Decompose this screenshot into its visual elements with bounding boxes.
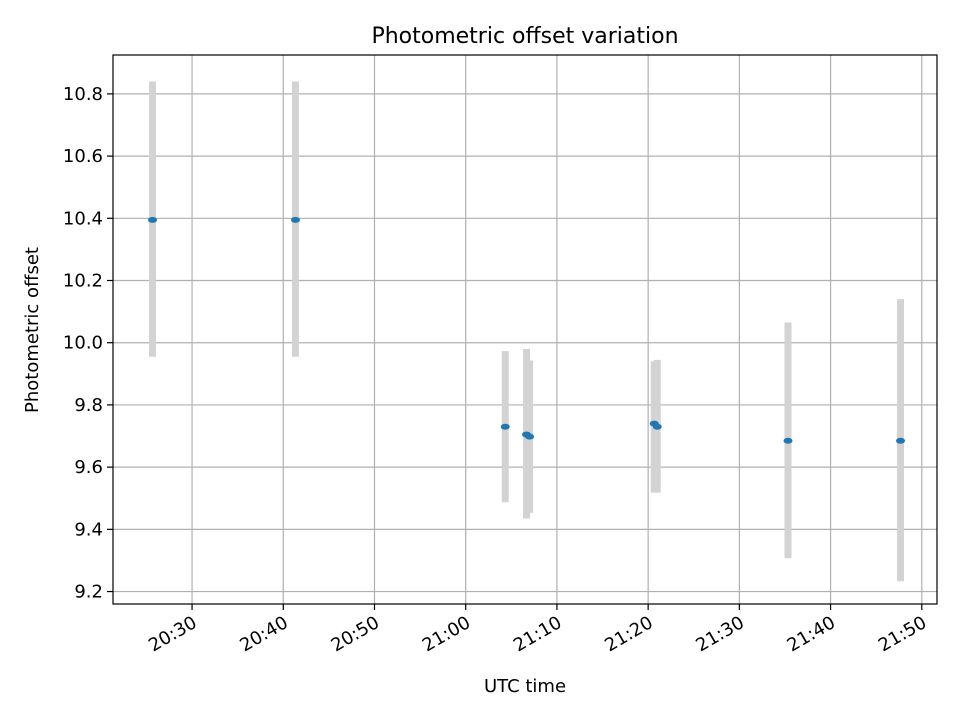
y-tick-label: 10.2	[63, 271, 103, 292]
y-tick-label: 9.2	[74, 582, 103, 603]
data-points	[148, 216, 906, 444]
y-tick-label: 9.4	[74, 519, 103, 540]
data-point	[500, 423, 510, 430]
y-tick-label: 9.8	[74, 395, 103, 416]
y-tick-label: 9.6	[74, 457, 103, 478]
plot-frame	[112, 54, 938, 605]
data-point	[783, 437, 793, 444]
y-tick-label: 10.6	[63, 146, 103, 167]
y-tick-label: 10.0	[63, 333, 103, 354]
x-axis-label: UTC time	[484, 676, 566, 697]
y-axis-label: Photometric offset	[22, 247, 43, 413]
y-axis-ticks: 9.2 9.4 9.6 9.8 10.0 10.2 10.4 10.6 10.8	[63, 84, 113, 603]
chart-title: Photometric offset variation	[371, 24, 678, 49]
data-point	[290, 216, 300, 223]
y-tick-label: 10.4	[63, 208, 103, 229]
data-point	[148, 216, 158, 223]
data-point	[652, 423, 662, 430]
y-tick-label: 10.8	[63, 84, 103, 105]
data-point	[896, 437, 906, 444]
data-point	[525, 433, 535, 440]
